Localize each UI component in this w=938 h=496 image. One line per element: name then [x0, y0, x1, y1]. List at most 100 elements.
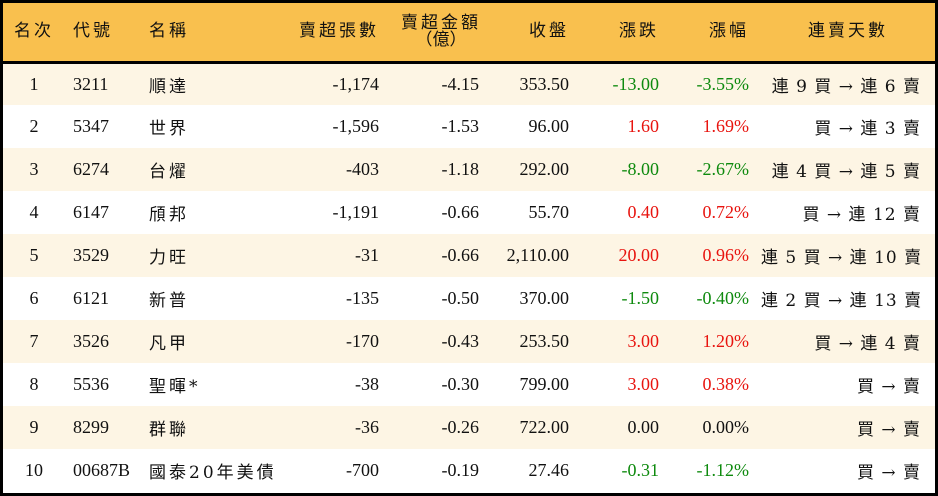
cell-change: -13.00	[612, 73, 660, 94]
header-code: 代號	[65, 3, 143, 64]
cell-name: 國泰20年美債	[149, 463, 277, 483]
cell-close: 353.50	[519, 73, 570, 94]
cell-name: 聖暉*	[149, 377, 201, 397]
cell-name: 力旺	[149, 248, 189, 268]
cell-change: 3.00	[627, 331, 660, 351]
cell-close: 27.46	[528, 460, 570, 480]
cell-name: 凡甲	[149, 334, 189, 354]
header-close: 收盤	[491, 3, 581, 64]
cell-rank: 1	[29, 73, 39, 94]
cell-change-pct: -0.40%	[696, 288, 750, 308]
cell-net-sell-shares: -1,191	[332, 202, 380, 222]
table-row: 1 3211 順達 -1,174 -4.15 353.50 -13.00 -3.…	[3, 62, 935, 105]
cell-streak: 買 → 連 12 賣	[802, 205, 921, 225]
cell-code: 5536	[73, 374, 109, 394]
cell-net-sell-shares: -31	[355, 245, 379, 265]
cell-net-sell-amount: -0.19	[441, 460, 480, 480]
cell-streak: 連 5 買 → 連 10 賣	[761, 248, 923, 268]
cell-close: 722.00	[519, 417, 570, 437]
cell-net-sell-shares: -700	[346, 460, 379, 480]
cell-rank: 6	[29, 288, 39, 308]
table-row: 9 8299 群聯 -36 -0.26 722.00 0.00 0.00% 買 …	[3, 406, 935, 449]
cell-rank: 5	[29, 245, 39, 265]
header-change-pct: 漲幅	[671, 3, 761, 64]
cell-streak: 買 → 賣	[856, 420, 921, 440]
cell-code: 3526	[73, 331, 109, 351]
table-row: 4 6147 頎邦 -1,191 -0.66 55.70 0.40 0.72% …	[3, 191, 935, 234]
cell-rank: 10	[25, 460, 43, 480]
header-net-sell-amount-line2: （億）	[415, 29, 467, 50]
cell-net-sell-amount: -1.18	[441, 159, 480, 179]
cell-change-pct: 0.38%	[702, 374, 750, 394]
cell-net-sell-shares: -1,174	[332, 73, 380, 94]
cell-name: 群聯	[149, 420, 189, 440]
cell-streak: 買 → 賣	[856, 463, 921, 483]
cell-net-sell-amount: -0.66	[441, 245, 480, 265]
cell-change-pct: -3.55%	[696, 73, 750, 94]
cell-net-sell-shares: -135	[346, 288, 379, 308]
cell-close: 370.00	[519, 288, 570, 308]
cell-net-sell-shares: -170	[346, 331, 379, 351]
table-row: 7 3526 凡甲 -170 -0.43 253.50 3.00 1.20% 買…	[3, 320, 935, 363]
cell-rank: 8	[29, 374, 39, 394]
cell-rank: 4	[29, 202, 39, 222]
cell-change: 0.40	[627, 202, 660, 222]
cell-rank: 3	[29, 159, 39, 179]
header-net-sell-shares: 賣超張數	[273, 3, 391, 64]
cell-close: 55.70	[528, 202, 570, 222]
cell-change: 1.60	[627, 116, 660, 136]
cell-change-pct: -1.12%	[696, 460, 750, 480]
cell-streak: 買 → 連 4 賣	[814, 334, 921, 354]
cell-net-sell-shares: -1,596	[332, 116, 380, 136]
table-body: 1 3211 順達 -1,174 -4.15 353.50 -13.00 -3.…	[3, 62, 935, 492]
header-change: 漲跌	[581, 3, 671, 64]
cell-change: 3.00	[627, 374, 660, 394]
header-net-sell-amount-line1: 賣超金額	[401, 12, 481, 33]
cell-streak: 連 9 買 → 連 6 賣	[771, 76, 921, 97]
cell-change: 0.00	[627, 417, 660, 437]
cell-code: 6147	[73, 202, 109, 222]
cell-net-sell-amount: -0.43	[441, 331, 480, 351]
cell-net-sell-amount: -4.15	[441, 73, 480, 94]
cell-net-sell-shares: -38	[355, 374, 379, 394]
cell-name: 順達	[149, 76, 189, 97]
cell-streak: 連 4 買 → 連 5 賣	[771, 162, 921, 182]
header-rank: 名次	[3, 3, 65, 64]
cell-streak: 買 → 連 3 賣	[814, 119, 921, 139]
cell-net-sell-amount: -0.66	[441, 202, 480, 222]
cell-close: 96.00	[528, 116, 570, 136]
cell-streak: 買 → 賣	[856, 377, 921, 397]
cell-code: 3529	[73, 245, 109, 265]
cell-change-pct: 1.20%	[702, 331, 750, 351]
table-row: 3 6274 台燿 -403 -1.18 292.00 -8.00 -2.67%…	[3, 148, 935, 191]
cell-change: -1.50	[621, 288, 660, 308]
cell-name: 台燿	[149, 162, 189, 182]
cell-change-pct: 0.00%	[702, 417, 750, 437]
cell-net-sell-amount: -0.50	[441, 288, 480, 308]
cell-net-sell-shares: -36	[355, 417, 379, 437]
cell-code: 8299	[73, 417, 109, 437]
cell-rank: 2	[29, 116, 39, 136]
header-net-sell-amount: 賣超金額 （億）	[391, 3, 491, 64]
cell-net-sell-amount: -0.26	[441, 417, 480, 437]
net-sell-ranking-table: 名次 代號 名稱 賣超張數 賣超金額 （億） 收盤 漲跌 漲幅 連賣天數 1 3…	[3, 3, 935, 492]
header-streak: 連賣天數	[761, 3, 935, 64]
cell-net-sell-amount: -1.53	[441, 116, 480, 136]
cell-code: 00687B	[73, 460, 131, 480]
cell-name: 頎邦	[149, 205, 189, 225]
cell-code: 5347	[73, 116, 109, 136]
table-row: 5 3529 力旺 -31 -0.66 2,110.00 20.00 0.96%…	[3, 234, 935, 277]
cell-rank: 7	[29, 331, 39, 351]
table-row: 8 5536 聖暉* -38 -0.30 799.00 3.00 0.38% 買…	[3, 363, 935, 406]
table-row: 6 6121 新普 -135 -0.50 370.00 -1.50 -0.40%…	[3, 277, 935, 320]
cell-name: 世界	[149, 119, 189, 139]
cell-rank: 9	[29, 417, 39, 437]
cell-change-pct: 0.96%	[702, 245, 750, 265]
cell-change: -8.00	[621, 159, 660, 179]
cell-code: 3211	[73, 73, 109, 94]
cell-change-pct: -2.67%	[696, 159, 750, 179]
cell-name: 新普	[149, 291, 189, 311]
header-name: 名稱	[143, 3, 273, 64]
cell-change: 20.00	[618, 245, 660, 265]
